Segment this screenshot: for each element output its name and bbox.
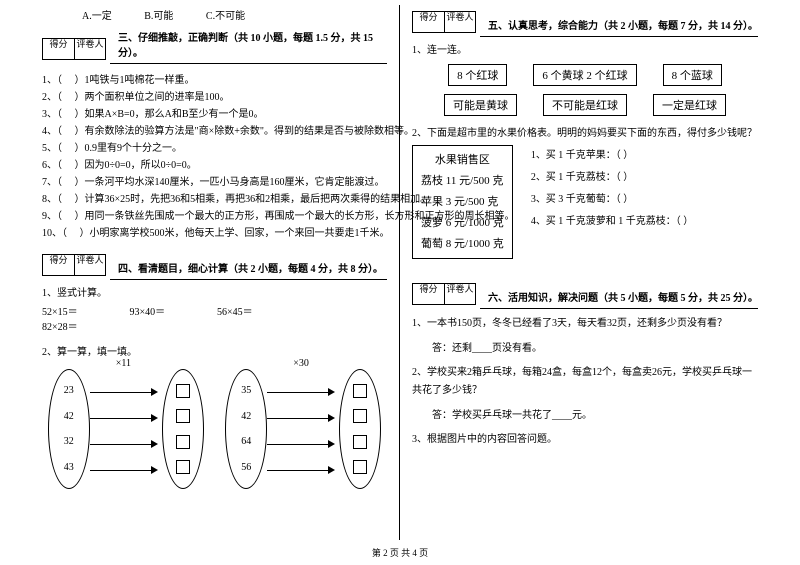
match-box: 6 个黄球 2 个红球 [533, 64, 636, 86]
s3-item: 1、（ ）1吨铁与1吨棉花一样重。 [42, 72, 387, 89]
section6-header: 得分 评卷人 六、活用知识，解决问题（共 5 小题，每题 5 分，共 25 分）… [412, 277, 758, 309]
oval-in: 35 42 64 56 [225, 369, 267, 489]
s3-item: 10、（ ）小明家离学校500米，他每天上学、回家，一个来回一共要走1千米。 [42, 225, 387, 242]
scorebox: 得分 评卷人 [42, 38, 106, 60]
blank-box [353, 384, 367, 398]
match-row2: 可能是黄球 不可能是红球 一定是红球 [412, 94, 758, 116]
buy-row: 4、买 1 千克菠萝和 1 千克荔枝：（ ） [531, 211, 694, 233]
blank-box [353, 435, 367, 449]
fruit-row: 荔枝 11 元/500 克 [421, 171, 504, 192]
section4-title: 四、看清题目，细心计算（共 2 小题，每题 4 分，共 8 分）。 [118, 260, 383, 277]
calc-row: 52×15＝ 93×40＝ 56×45＝ 82×28＝ [42, 303, 387, 333]
s3-item: 2、（ ）两个面积单位之间的进率是100。 [42, 89, 387, 106]
choice-a: A.一定 [82, 11, 112, 22]
calc: 93×40＝ [130, 303, 215, 318]
s4-q2: 2、算一算，填一填。 [42, 343, 387, 358]
score-cell: 得分 [42, 38, 74, 60]
s6-q1: 1、一本书150页，冬冬已经看了3天，每天看32页，还剩多少页没有看？ [412, 315, 758, 333]
diagrams: ×11 23 42 32 43 [42, 364, 387, 494]
blank-box [176, 460, 190, 474]
num: 43 [64, 462, 74, 473]
oval-out [339, 369, 381, 489]
arrows [267, 382, 339, 486]
s3-item: 7、（ ）一条河平均水深140厘米，一匹小马身高是160厘米，它肯定能渡过。 [42, 174, 387, 191]
fruit-row: 葡萄 8 元/1000 克 [421, 234, 504, 255]
num: 32 [64, 436, 74, 447]
buy-row: 2、买 1 千克荔枝：（ ） [531, 167, 694, 189]
scorebox: 得分 评卷人 [412, 283, 476, 305]
s3-item: 6、（ ）因为0÷0=0，所以0÷0=0。 [42, 157, 387, 174]
choice-row: A.一定 B.可能 C.不可能 [82, 7, 387, 22]
s4-q1: 1、竖式计算。 [42, 284, 387, 299]
num: 56 [241, 462, 251, 473]
oval-out [162, 369, 204, 489]
score-cell: 得分 [42, 254, 74, 276]
num: 35 [241, 385, 251, 396]
s6-a1: 答：还剩____页没有看。 [432, 339, 758, 354]
s6-q3: 3、根据图片中的内容回答问题。 [412, 431, 758, 449]
section4-header: 得分 评卷人 四、看清题目，细心计算（共 2 小题，每题 4 分，共 8 分）。 [42, 248, 387, 280]
blank-box [176, 409, 190, 423]
section3-title: 三、仔细推敲，正确判断（共 10 小题，每题 1.5 分，共 15 分）。 [118, 29, 387, 61]
section3-list: 1、（ ）1吨铁与1吨棉花一样重。 2、（ ）两个面积单位之间的进率是100。 … [42, 72, 387, 242]
fruit-row: 苹果 3 元/500 克 [421, 192, 504, 213]
section3-header: 得分 评卷人 三、仔细推敲，正确判断（共 10 小题，每题 1.5 分，共 15… [42, 32, 387, 64]
num: 64 [241, 436, 251, 447]
s3-item: 9、（ ）用同一条铁丝先围成一个最大的正方形，再围成一个最大的长方形，长方形和正… [42, 208, 387, 225]
grader-cell: 评卷人 [74, 38, 106, 60]
score-cell: 得分 [412, 283, 444, 305]
match-box: 8 个蓝球 [663, 64, 722, 86]
calc: 56×45＝ [217, 303, 302, 318]
buy-row: 1、买 1 千克苹果：（ ） [531, 145, 694, 167]
fruit-box: 水果销售区 荔枝 11 元/500 克 苹果 3 元/500 克 菠萝 6 元/… [412, 145, 513, 259]
fruit-area: 水果销售区 荔枝 11 元/500 克 苹果 3 元/500 克 菠萝 6 元/… [412, 145, 758, 259]
s3-item: 4、（ ）有余数除法的验算方法是"商×除数+余数"。得到的结果是否与被除数相等。 [42, 123, 387, 140]
diagram-1: ×11 23 42 32 43 [46, 364, 206, 494]
match-box: 8 个红球 [448, 64, 507, 86]
blank-box [176, 435, 190, 449]
score-cell: 得分 [412, 11, 444, 33]
calc: 52×15＝ [42, 303, 127, 318]
grader-cell: 评卷人 [74, 254, 106, 276]
scorebox: 得分 评卷人 [412, 11, 476, 33]
s3-item: 5、（ ）0.9里有9个十分之一。 [42, 140, 387, 157]
diagram-2: ×30 35 42 64 56 [223, 364, 383, 494]
num: 23 [64, 385, 74, 396]
left-column: A.一定 B.可能 C.不可能 得分 评卷人 三、仔细推敲，正确判断（共 10 … [30, 5, 400, 540]
section5-header: 得分 评卷人 五、认真思考，综合能力（共 2 小题，每题 7 分，共 14 分）… [412, 5, 758, 37]
blank-box [353, 460, 367, 474]
oval-in: 23 42 32 43 [48, 369, 90, 489]
s5-q1: 1、连一连。 [412, 41, 758, 56]
calc: 82×28＝ [42, 318, 127, 333]
fruit-questions: 1、买 1 千克苹果：（ ） 2、买 1 千克荔枝：（ ） 3、买 3 千克葡萄… [531, 145, 694, 259]
num: 42 [64, 411, 74, 422]
scorebox: 得分 评卷人 [42, 254, 106, 276]
right-column: 得分 评卷人 五、认真思考，综合能力（共 2 小题，每题 7 分，共 14 分）… [400, 5, 770, 540]
section5-title: 五、认真思考，综合能力（共 2 小题，每题 7 分，共 14 分）。 [488, 17, 758, 34]
s6-q2: 2、学校买来2箱乒乓球，每箱24盒，每盒12个，每盒卖26元，学校买乒乓球一共花… [412, 364, 758, 400]
blank-box [353, 409, 367, 423]
blank-box [176, 384, 190, 398]
choice-b: B.可能 [144, 11, 173, 22]
section6-title: 六、活用知识，解决问题（共 5 小题，每题 5 分，共 25 分）。 [488, 289, 758, 306]
mult-label: ×30 [293, 358, 309, 369]
match-box: 一定是红球 [653, 94, 726, 116]
choice-c: C.不可能 [206, 11, 245, 22]
fruit-header: 水果销售区 [421, 150, 504, 171]
page-footer: 第 2 页 共 4 页 [0, 546, 800, 559]
grader-cell: 评卷人 [444, 11, 476, 33]
buy-row: 3、买 3 千克葡萄：（ ） [531, 189, 694, 211]
s5-q2: 2、下面是超市里的水果价格表。明明的妈妈要买下面的东西，得付多少钱呢？ [412, 124, 758, 139]
s3-item: 8、（ ）计算36×25时，先把36和5相乘，再把36和2相乘，最后把两次乘得的… [42, 191, 387, 208]
match-row1: 8 个红球 6 个黄球 2 个红球 8 个蓝球 [412, 64, 758, 86]
mult-label: ×11 [116, 358, 131, 369]
match-box: 可能是黄球 [444, 94, 517, 116]
num: 42 [241, 411, 251, 422]
match-box: 不可能是红球 [543, 94, 627, 116]
grader-cell: 评卷人 [444, 283, 476, 305]
fruit-row: 菠萝 6 元/1000 克 [421, 213, 504, 234]
arrows [90, 382, 162, 486]
s3-item: 3、（ ）如果A×B=0，那么A和B至少有一个是0。 [42, 106, 387, 123]
s6-a2: 答：学校买乒乓球一共花了____元。 [432, 406, 758, 421]
